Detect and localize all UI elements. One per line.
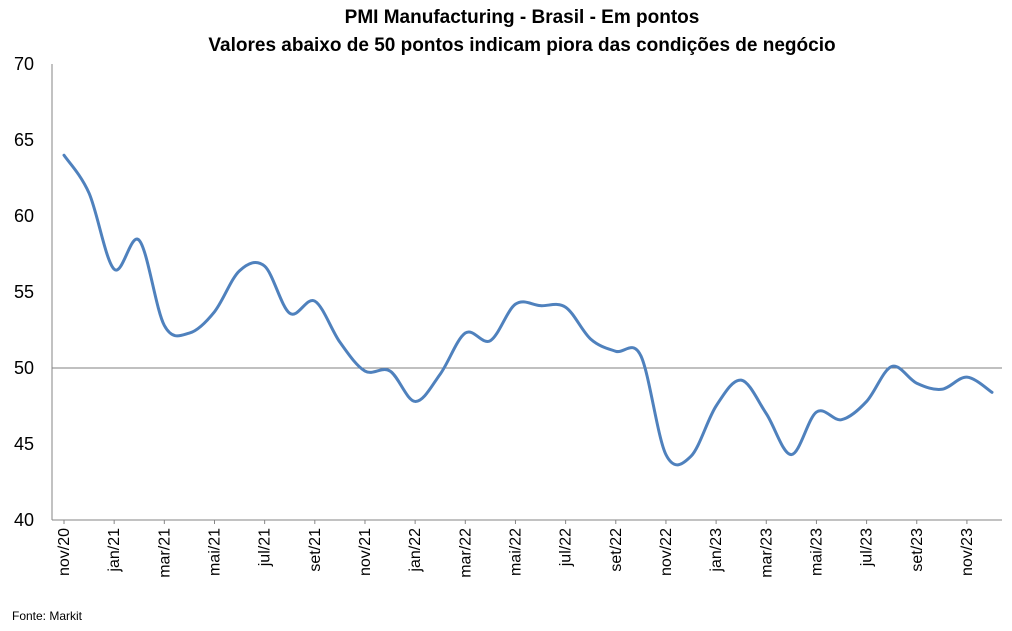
data-point-fev-22 bbox=[438, 372, 442, 376]
y-tick-label: 55 bbox=[14, 282, 34, 302]
data-point-nov-22 bbox=[664, 453, 668, 457]
y-tick-label: 40 bbox=[14, 510, 34, 530]
data-point-out-23 bbox=[940, 387, 944, 391]
x-tick-label: mai/21 bbox=[206, 528, 223, 576]
data-point-ago-21 bbox=[288, 311, 292, 315]
data-point-mai-23 bbox=[814, 410, 818, 414]
chart-title: PMI Manufacturing - Brasil - Em pontos bbox=[345, 7, 700, 28]
data-point-abr-22 bbox=[488, 339, 492, 343]
y-tick-label: 60 bbox=[14, 206, 34, 226]
x-tick-labels: nov/20 jan/21 mar/21 mai/21 jul/21 set/21 nov/… bbox=[56, 520, 976, 578]
x-tick-label: jan/23 bbox=[708, 528, 725, 573]
x-tick-label: mai/22 bbox=[507, 528, 524, 576]
data-point-abr-23 bbox=[789, 453, 793, 457]
data-point-jun-22 bbox=[539, 304, 543, 308]
x-tick-label: jul/22 bbox=[558, 528, 575, 567]
data-point-nov-23 bbox=[965, 375, 969, 379]
data-point-dez-23 bbox=[990, 390, 994, 394]
data-point-jun-23 bbox=[840, 418, 844, 422]
data-point-set-23 bbox=[915, 381, 919, 385]
x-tick-label: jan/22 bbox=[407, 528, 424, 573]
data-point-set-21 bbox=[313, 299, 317, 303]
data-point-ago-22 bbox=[589, 337, 593, 341]
x-tick-label: nov/22 bbox=[658, 528, 675, 576]
data-point-jun-21 bbox=[238, 269, 242, 273]
x-tick-label: mar/23 bbox=[758, 528, 775, 578]
x-tick-label: mar/21 bbox=[156, 528, 173, 578]
x-tick-label: set/21 bbox=[307, 528, 324, 572]
x-tick-label: jan/21 bbox=[106, 528, 123, 573]
data-point-nov-21 bbox=[363, 369, 367, 373]
series-line-pmi bbox=[62, 153, 994, 467]
data-point-abr-21 bbox=[187, 331, 191, 335]
chart-subtitle: Valores abaixo de 50 pontos indicam pior… bbox=[208, 35, 835, 56]
data-point-mai-21 bbox=[212, 310, 216, 314]
x-tick-label: mar/22 bbox=[457, 528, 474, 578]
series-group bbox=[62, 153, 994, 467]
x-tick-label: nov/20 bbox=[56, 528, 73, 576]
x-tick-label: set/23 bbox=[909, 528, 926, 572]
data-point-mar-23 bbox=[764, 412, 768, 416]
x-tick-label: jul/21 bbox=[257, 528, 274, 567]
y-tick-label: 50 bbox=[14, 358, 34, 378]
source-note: Fonte: Markit bbox=[12, 609, 83, 623]
y-tick-label: 65 bbox=[14, 130, 34, 150]
data-point-fev-23 bbox=[739, 378, 743, 382]
data-point-mar-21 bbox=[162, 323, 166, 327]
data-point-dez-20 bbox=[87, 191, 91, 195]
data-point-dez-21 bbox=[388, 369, 392, 373]
data-point-jan-21 bbox=[112, 267, 116, 271]
data-point-mai-22 bbox=[513, 302, 517, 306]
data-point-jul-21 bbox=[263, 264, 267, 268]
data-point-set-22 bbox=[614, 349, 618, 353]
x-tick-label: nov/23 bbox=[959, 528, 976, 576]
data-point-out-22 bbox=[639, 354, 643, 358]
data-point-jan-23 bbox=[714, 404, 718, 408]
x-tick-label: set/22 bbox=[608, 528, 625, 572]
y-tick-labels: 40 45 50 55 60 65 70 bbox=[14, 54, 34, 530]
data-point-jan-22 bbox=[413, 399, 417, 403]
data-point-fev-21 bbox=[137, 238, 141, 242]
data-point-out-21 bbox=[338, 340, 342, 344]
y-tick-label: 45 bbox=[14, 434, 34, 454]
x-tick-label: jul/23 bbox=[859, 528, 876, 567]
data-point-mar-22 bbox=[463, 331, 467, 335]
x-tick-label: mai/23 bbox=[808, 528, 825, 576]
x-tick-label: nov/21 bbox=[357, 528, 374, 576]
data-point-ago-23 bbox=[890, 364, 894, 368]
data-point-dez-22 bbox=[689, 454, 693, 458]
data-point-nov-20 bbox=[62, 153, 66, 157]
data-point-jul-22 bbox=[564, 305, 568, 309]
y-tick-label: 70 bbox=[14, 54, 34, 74]
data-point-jul-23 bbox=[865, 399, 869, 403]
